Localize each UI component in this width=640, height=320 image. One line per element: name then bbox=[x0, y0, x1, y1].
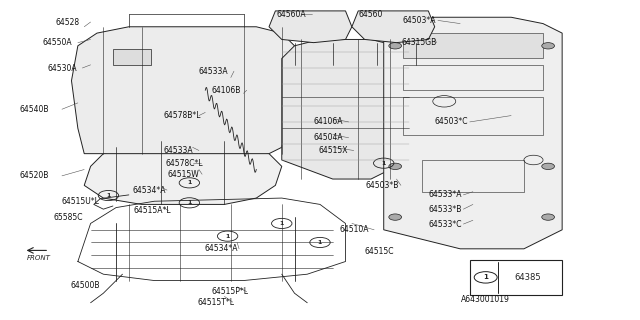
Text: 64533A: 64533A bbox=[199, 67, 228, 76]
Text: 64578C*L: 64578C*L bbox=[166, 159, 204, 168]
Circle shape bbox=[389, 163, 401, 170]
Text: 64515P*L: 64515P*L bbox=[212, 287, 249, 296]
Text: 64534*A: 64534*A bbox=[204, 244, 237, 253]
Text: 1: 1 bbox=[280, 221, 284, 226]
Text: 64533*B: 64533*B bbox=[428, 205, 461, 214]
Text: 64533A: 64533A bbox=[164, 146, 193, 155]
Text: 64578B*L: 64578B*L bbox=[164, 111, 202, 120]
Bar bbox=[422, 160, 524, 192]
Text: A643001019: A643001019 bbox=[461, 295, 510, 304]
Text: 64515W: 64515W bbox=[167, 170, 199, 179]
Polygon shape bbox=[384, 17, 562, 249]
Text: 64530A: 64530A bbox=[47, 63, 77, 73]
Text: 64515X: 64515X bbox=[319, 146, 348, 155]
Bar bbox=[403, 33, 543, 59]
Text: 64534*A: 64534*A bbox=[132, 186, 166, 195]
Text: 64515A*L: 64515A*L bbox=[133, 206, 171, 215]
Text: 64503*B: 64503*B bbox=[366, 181, 399, 190]
Text: 64560: 64560 bbox=[358, 10, 383, 19]
Text: 1: 1 bbox=[187, 180, 191, 185]
Text: 64528: 64528 bbox=[56, 18, 79, 27]
Text: 64540B: 64540B bbox=[19, 105, 49, 114]
Text: 64550A: 64550A bbox=[43, 38, 72, 47]
Text: 64106B: 64106B bbox=[212, 86, 241, 95]
Text: 64385: 64385 bbox=[515, 273, 541, 282]
Polygon shape bbox=[84, 141, 282, 204]
Text: 64515T*L: 64515T*L bbox=[198, 298, 235, 307]
Text: 1: 1 bbox=[318, 240, 322, 245]
Text: 64515C: 64515C bbox=[365, 247, 394, 257]
Polygon shape bbox=[269, 11, 352, 43]
Circle shape bbox=[541, 163, 554, 170]
Bar bbox=[403, 97, 543, 135]
Text: 64503*A: 64503*A bbox=[403, 16, 436, 25]
Circle shape bbox=[541, 43, 554, 49]
Text: 65585C: 65585C bbox=[54, 213, 83, 222]
Text: 1: 1 bbox=[483, 274, 488, 280]
Text: 64503*C: 64503*C bbox=[435, 117, 468, 126]
Polygon shape bbox=[282, 39, 409, 179]
Text: 64533*C: 64533*C bbox=[428, 220, 462, 228]
Text: FRONT: FRONT bbox=[26, 255, 51, 261]
Text: 1: 1 bbox=[225, 234, 230, 239]
Text: 64520B: 64520B bbox=[19, 172, 49, 180]
Bar bbox=[403, 65, 543, 90]
Polygon shape bbox=[72, 27, 294, 154]
Circle shape bbox=[389, 214, 401, 220]
Polygon shape bbox=[352, 11, 435, 43]
Text: 64560A: 64560A bbox=[276, 10, 307, 19]
Text: 1: 1 bbox=[106, 193, 111, 198]
Circle shape bbox=[541, 214, 554, 220]
Text: 1: 1 bbox=[187, 200, 191, 205]
FancyBboxPatch shape bbox=[470, 260, 562, 295]
Text: 64515U*L: 64515U*L bbox=[62, 197, 100, 206]
Text: 64504A: 64504A bbox=[314, 133, 343, 142]
Text: 64315GB: 64315GB bbox=[401, 38, 437, 47]
Circle shape bbox=[389, 43, 401, 49]
Text: 64106A: 64106A bbox=[314, 117, 343, 126]
Text: 64500B: 64500B bbox=[70, 281, 100, 290]
Bar bbox=[113, 49, 151, 65]
Text: 64510A: 64510A bbox=[339, 225, 369, 234]
Text: 1: 1 bbox=[381, 161, 386, 166]
Text: 64533*A: 64533*A bbox=[428, 190, 462, 199]
